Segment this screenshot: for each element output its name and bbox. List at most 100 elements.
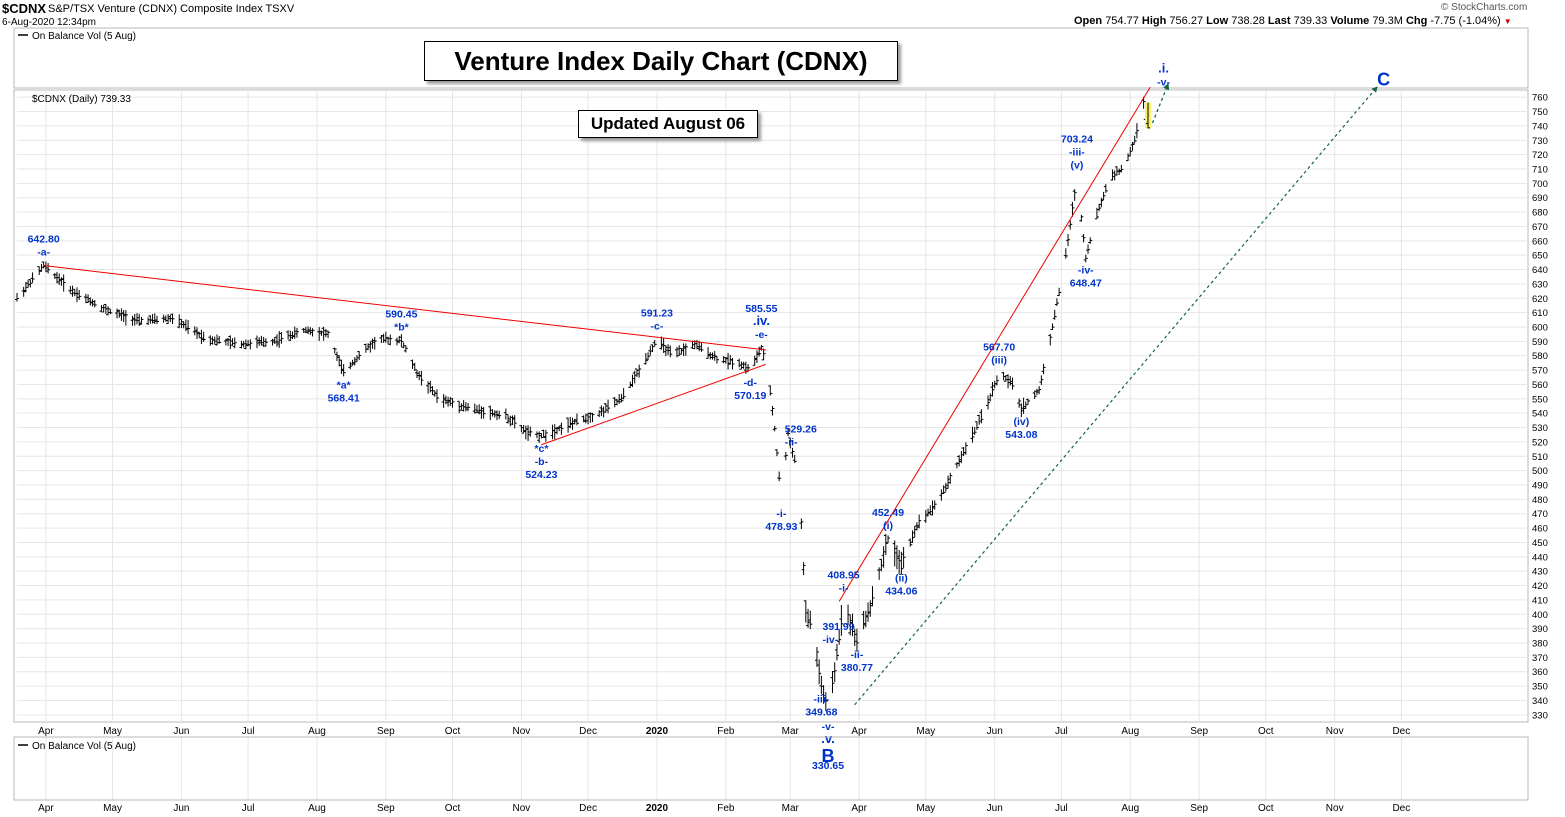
ohlc-bar <box>1054 298 1059 306</box>
x-tick-label-bottom: May <box>916 803 935 814</box>
ohlc-bar <box>899 551 904 575</box>
ohlc-bar <box>526 425 531 441</box>
ohlc-bar <box>46 262 51 274</box>
trendline <box>541 363 767 446</box>
index-description: S&P/TSX Venture (CDNX) Composite Index T… <box>48 3 295 15</box>
wave-label: 349.68 <box>805 707 837 719</box>
ohlc-bar <box>466 403 471 412</box>
ohlc-bar <box>570 417 575 430</box>
ohlc-bar <box>772 425 777 432</box>
ohlc-bar <box>628 381 633 388</box>
ohlc-bar <box>986 395 991 410</box>
ohlc-bar <box>341 363 346 377</box>
ohlc-bar <box>319 330 324 336</box>
ohlc-bar <box>372 336 377 350</box>
ohlc-bar <box>90 299 95 307</box>
ohlc-bar <box>954 461 959 469</box>
ohlc-bar <box>726 352 731 370</box>
ohlc-bar <box>446 396 451 407</box>
wave-label: 434.06 <box>885 585 917 597</box>
ohlc-bar <box>1072 189 1077 201</box>
ohlc-bar <box>741 361 746 369</box>
wave-label: -c- <box>651 321 664 333</box>
ohlc-bar <box>290 331 295 340</box>
ohlc-bar <box>508 415 513 427</box>
last-label: Last <box>1267 15 1291 27</box>
ohlc-bar <box>877 567 882 580</box>
ohlc-bar <box>303 326 308 334</box>
ohlc-bar <box>768 385 773 396</box>
ohlc-bar <box>817 659 822 685</box>
y-tick-label: 460 <box>1532 524 1548 535</box>
ohlc-bar <box>946 475 951 489</box>
ohlc-bar <box>370 338 375 349</box>
ohlc-bar <box>557 426 562 432</box>
y-tick-label: 480 <box>1532 495 1548 506</box>
wave-label: 478.93 <box>765 521 797 533</box>
ohlc-bar <box>301 328 306 333</box>
ohlc-bar <box>854 628 859 652</box>
projection-arrow-long <box>854 86 1378 706</box>
ohlc-bar <box>434 389 439 404</box>
ohlc-bar <box>70 285 75 297</box>
ohlc-bar <box>119 308 124 321</box>
ohlc-bar <box>412 362 417 371</box>
x-tick-label-bottom: Jul <box>1055 803 1068 814</box>
x-tick-label: Oct <box>445 726 461 737</box>
obv-top-panel <box>13 27 1529 89</box>
ohlc-bar <box>774 449 779 457</box>
ohlc-bar <box>488 405 493 421</box>
ohlc-bar <box>534 431 539 439</box>
y-tick-label: 450 <box>1532 538 1548 549</box>
chg-down-icon: ▼ <box>1503 17 1512 26</box>
ohlc-bar <box>757 346 762 357</box>
ohlc-bar <box>879 558 884 572</box>
ohlc-bar <box>510 415 515 426</box>
ohlc-bar <box>428 380 433 393</box>
wave-label: (iii) <box>991 354 1007 366</box>
y-tick-label: 720 <box>1532 150 1548 161</box>
ohlc-bar <box>26 279 31 288</box>
ohlc-bar <box>288 330 293 342</box>
ohlc-bar <box>243 339 248 350</box>
ohlc-bar <box>419 370 424 386</box>
ohlc-bar <box>201 331 206 343</box>
y-tick-label: 470 <box>1532 509 1548 520</box>
ohlc-bar <box>850 613 855 637</box>
wave-label: 391.99 <box>822 621 854 633</box>
ohlc-bar <box>239 340 244 349</box>
ohlc-bar <box>977 414 982 425</box>
ohlc-bar <box>88 297 93 306</box>
ohlc-bar <box>61 274 66 292</box>
x-tick-label-bottom: Aug <box>308 803 326 814</box>
wave-label: (ii) <box>895 572 908 584</box>
ohlc-bar <box>583 413 588 424</box>
ohlc-bar <box>37 266 42 275</box>
ohlc-bar <box>690 340 695 349</box>
ohlc-bar <box>619 393 624 403</box>
ohlc-bar <box>839 605 844 636</box>
ohlc-bar <box>979 409 984 424</box>
ohlc-bar <box>448 396 453 406</box>
y-tick-label: 560 <box>1532 380 1548 391</box>
y-tick-label: 650 <box>1532 251 1548 262</box>
ohlc-bar <box>272 337 277 345</box>
wave-label: -ii- <box>785 437 798 449</box>
ohlc-bar <box>783 451 788 461</box>
high-label: High <box>1141 15 1167 27</box>
x-tick-label-bottom: Apr <box>38 803 54 814</box>
x-tick-label-bottom: 2020 <box>646 803 669 814</box>
ohlc-bar <box>643 352 648 365</box>
ohlc-bar <box>366 343 371 351</box>
x-tick-label: Mar <box>782 726 800 737</box>
ohlc-bar <box>723 357 728 364</box>
y-tick-label: 400 <box>1532 610 1548 621</box>
ohlc-bar <box>474 405 479 414</box>
ohlc-bar <box>1019 403 1024 418</box>
ohlc-bar <box>154 315 159 325</box>
wave-label: *b* <box>394 322 410 334</box>
x-tick-label-bottom: Jun <box>987 803 1003 814</box>
ohlc-bar <box>1050 323 1055 331</box>
ohlc-bar <box>710 352 715 360</box>
ohlc-bar <box>863 610 868 628</box>
